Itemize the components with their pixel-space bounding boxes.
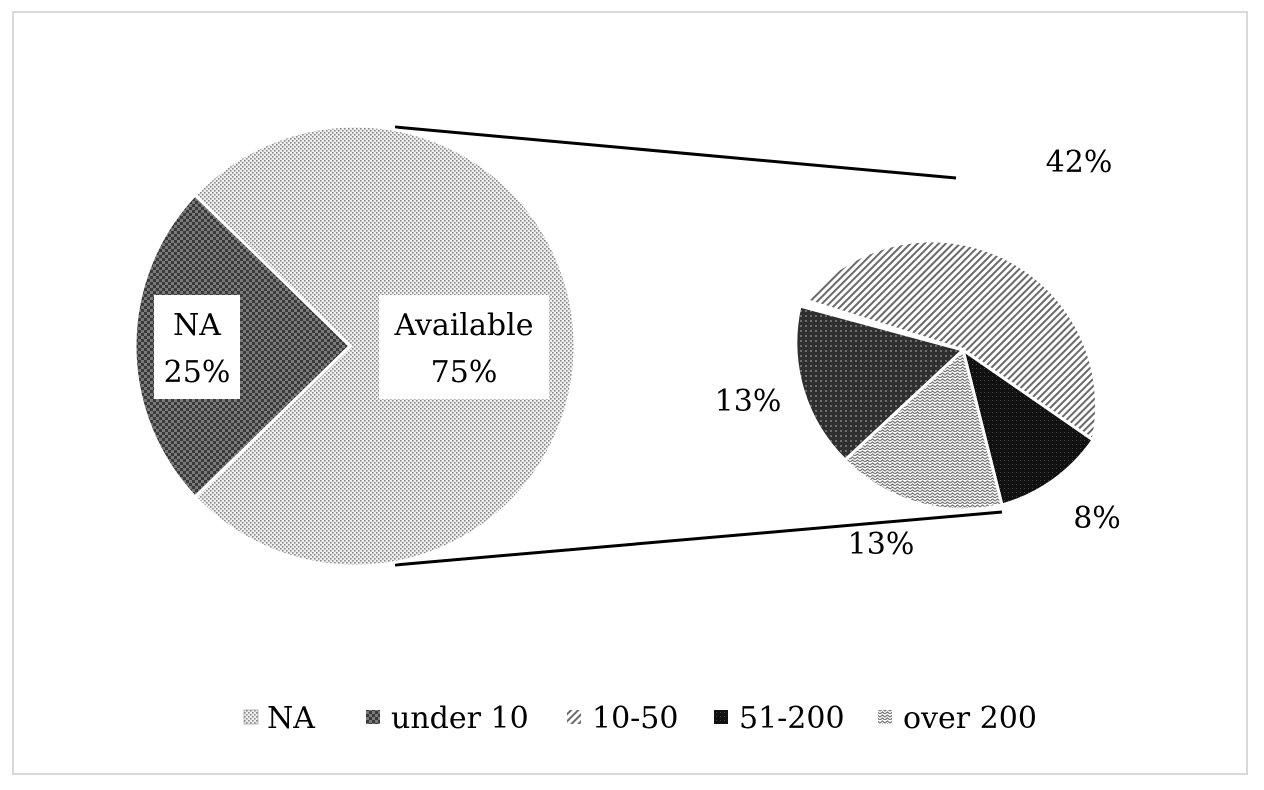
legend-swatch-under-10 [366, 710, 380, 724]
legend-item-under-10: under 10 [366, 701, 529, 736]
secondary-slice-51-200 [960, 346, 1096, 507]
connector-bottom [394, 510, 1003, 567]
legend-swatch-51-200 [714, 710, 728, 724]
connector-top [394, 125, 957, 180]
over-200-percent: 42% [1046, 145, 1113, 180]
na-percent: 25% [164, 355, 231, 390]
available-percent: 75% [431, 355, 498, 390]
legend-label-over-200: over 200 [903, 701, 1037, 736]
main-slice-na [133, 192, 353, 500]
legend-label-na: NA [267, 701, 315, 736]
legend-swatch-over-200 [878, 710, 892, 724]
available-label-box [379, 295, 549, 399]
secondary-slice-10-50 [842, 347, 1004, 512]
legend-label-10-50: 10-50 [592, 701, 678, 736]
legend-item-10-50: 10-50 [567, 701, 678, 736]
available-label: Available [394, 308, 534, 343]
51-200-percent: 8% [1073, 501, 1121, 536]
legend-item-over-200: over 200 [878, 701, 1037, 736]
legend-label-under-10: under 10 [391, 701, 529, 736]
legend-swatch-na [243, 709, 259, 725]
10-50-percent: 13% [848, 527, 915, 562]
legend-swatch-10-50 [567, 710, 581, 724]
legend: NA under 10 10-50 51-200 over 200 [243, 701, 1037, 736]
under-10-percent: 13% [715, 384, 782, 419]
secondary-pie [794, 239, 1099, 512]
legend-label-51-200: 51-200 [739, 701, 845, 736]
na-label-box [154, 295, 240, 399]
legend-item-na: NA [243, 701, 315, 736]
na-label: NA [173, 308, 221, 343]
secondary-slice-under-10 [794, 304, 966, 463]
legend-item-51-200: 51-200 [714, 701, 845, 736]
